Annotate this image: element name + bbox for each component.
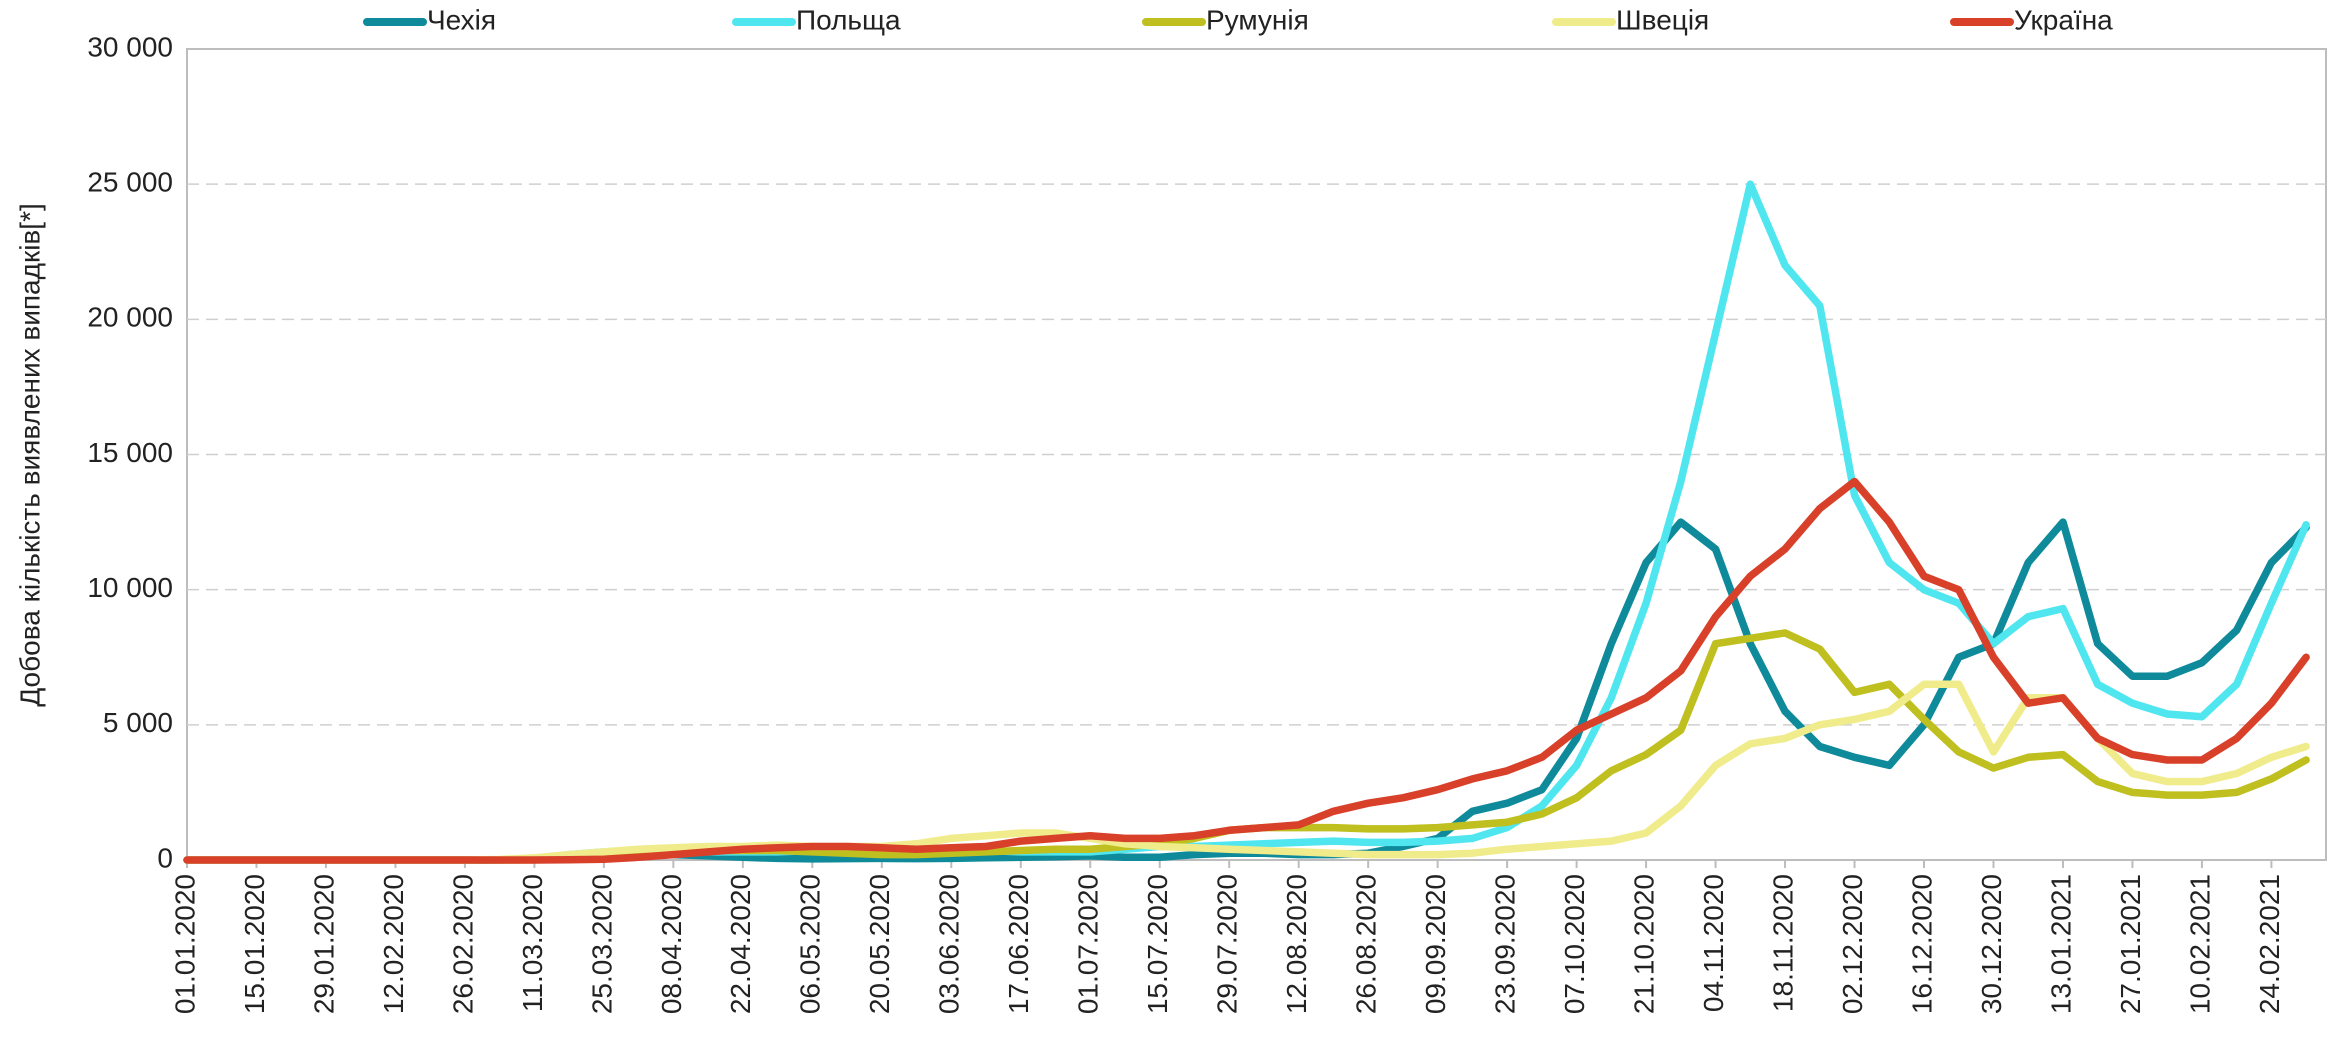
x-tick-label: 16.12.2020 bbox=[1906, 874, 1937, 1014]
x-tick-label: 30.12.2020 bbox=[1976, 874, 2007, 1014]
x-tick-label: 08.04.2020 bbox=[656, 874, 687, 1014]
x-tick-label: 26.08.2020 bbox=[1351, 874, 1382, 1014]
x-tick-label: 18.11.2020 bbox=[1767, 874, 1798, 1012]
x-tick-label: 17.06.2020 bbox=[1003, 874, 1034, 1014]
series-line bbox=[183, 180, 2310, 864]
x-tick-label: 27.01.2021 bbox=[2115, 874, 2146, 1014]
x-tick-label: 04.11.2020 bbox=[1698, 874, 1729, 1012]
series-line bbox=[183, 680, 2310, 864]
series-line bbox=[183, 518, 2310, 864]
y-tick-label: 30 000 bbox=[87, 31, 173, 62]
x-tick-label: 03.06.2020 bbox=[934, 874, 965, 1014]
x-tick-label: 29.01.2020 bbox=[308, 874, 339, 1014]
legend-label: Україна bbox=[2014, 4, 2113, 35]
x-tick-label: 02.12.2020 bbox=[1837, 874, 1868, 1014]
x-tick-label: 12.08.2020 bbox=[1281, 874, 1312, 1014]
y-axis-label: Добова кількість виявлених випадків[*] bbox=[14, 203, 45, 707]
y-tick-label: 0 bbox=[157, 842, 173, 873]
y-tick-label: 10 000 bbox=[87, 572, 173, 603]
x-tick-label: 13.01.2021 bbox=[2045, 874, 2076, 1014]
legend-label: Швеція bbox=[1616, 4, 1709, 35]
x-tick-label: 09.09.2020 bbox=[1420, 874, 1451, 1014]
x-tick-label: 12.02.2020 bbox=[378, 874, 409, 1014]
x-tick-label: 22.04.2020 bbox=[725, 874, 756, 1014]
x-tick-label: 21.10.2020 bbox=[1628, 874, 1659, 1014]
x-tick-label: 15.07.2020 bbox=[1142, 874, 1173, 1014]
legend-label: Румунія bbox=[1206, 4, 1309, 35]
legend-label: Чехія bbox=[427, 4, 496, 35]
y-tick-label: 20 000 bbox=[87, 302, 173, 333]
x-tick-label: 26.02.2020 bbox=[447, 874, 478, 1014]
series-line bbox=[183, 477, 2310, 864]
x-tick-label: 07.10.2020 bbox=[1559, 874, 1590, 1014]
x-tick-label: 23.09.2020 bbox=[1490, 874, 1521, 1014]
x-tick-label: 29.07.2020 bbox=[1212, 874, 1243, 1014]
legend-label: Польща bbox=[796, 4, 901, 35]
x-tick-label: 10.02.2021 bbox=[2184, 874, 2215, 1014]
x-tick-label: 20.05.2020 bbox=[864, 874, 895, 1014]
x-tick-label: 01.07.2020 bbox=[1073, 874, 1104, 1014]
y-tick-label: 15 000 bbox=[87, 437, 173, 468]
x-tick-label: 06.05.2020 bbox=[795, 874, 826, 1014]
x-tick-label: 11.03.2020 bbox=[517, 874, 548, 1012]
x-tick-label: 25.03.2020 bbox=[586, 874, 617, 1014]
x-tick-label: 15.01.2020 bbox=[239, 874, 270, 1014]
y-tick-label: 25 000 bbox=[87, 167, 173, 198]
x-tick-label: 24.02.2021 bbox=[2254, 874, 2285, 1014]
x-tick-label: 01.01.2020 bbox=[169, 874, 200, 1014]
y-tick-label: 5 000 bbox=[103, 707, 173, 738]
